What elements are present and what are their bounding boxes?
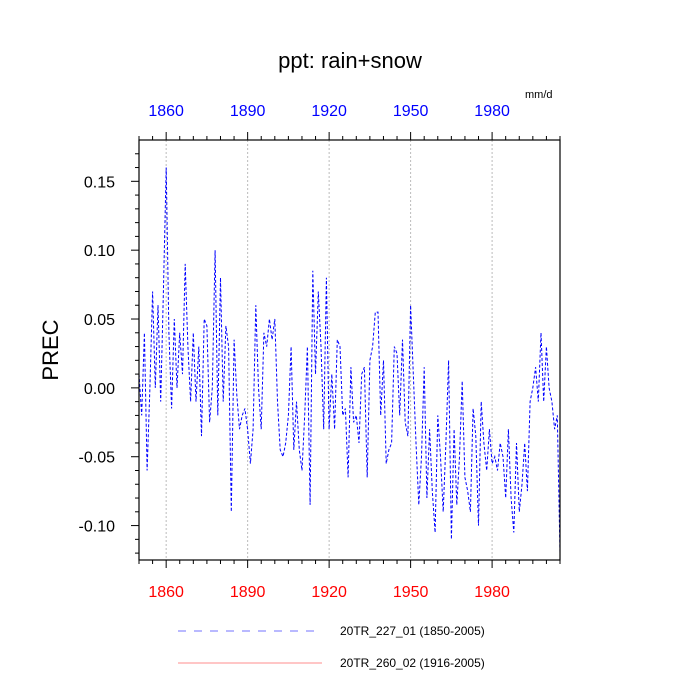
x-tick-label-bottom: 1950 [393,584,429,601]
x-tick-label-top: 1860 [148,103,184,120]
chart-title: ppt: rain+snow [278,48,422,73]
y-tick-label: -0.10 [79,519,116,536]
x-tick-label-bottom: 1860 [148,584,184,601]
units-label: mm/d [525,89,553,101]
x-tick-label-top: 1890 [230,103,266,120]
legend-label-series-2: 20TR_260_02 (1916-2005) [340,656,485,670]
y-tick-label: 0.00 [84,381,115,398]
legend-label-series-1: 20TR_227_01 (1850-2005) [340,624,485,638]
axis-ticks [131,132,561,568]
y-axis-label: PREC [38,319,63,380]
y-tick-label: 0.05 [84,312,115,329]
legend: 20TR_227_01 (1850-2005) 20TR_260_02 (191… [178,624,485,670]
x-tick-label-bottom: 1980 [474,584,510,601]
x-tick-label-top: 1980 [474,103,510,120]
x-tick-label-top: 1920 [311,103,347,120]
y-tick-label: 0.10 [84,243,115,260]
plot-frame [138,139,561,561]
x-tick-label-top: 1950 [393,103,429,120]
x-tick-label-bottom: 1920 [311,584,347,601]
series-line-1 [138,167,561,554]
plot-area [138,167,561,554]
tick-labels: 1860 1860 1890 1890 1920 1920 1950 1950 1980 1980… [79,103,510,601]
x-tick-label-bottom: 1890 [230,584,266,601]
y-tick-label: 0.15 [84,174,115,191]
vertical-grid [165,140,493,560]
y-tick-label: -0.05 [79,450,116,467]
